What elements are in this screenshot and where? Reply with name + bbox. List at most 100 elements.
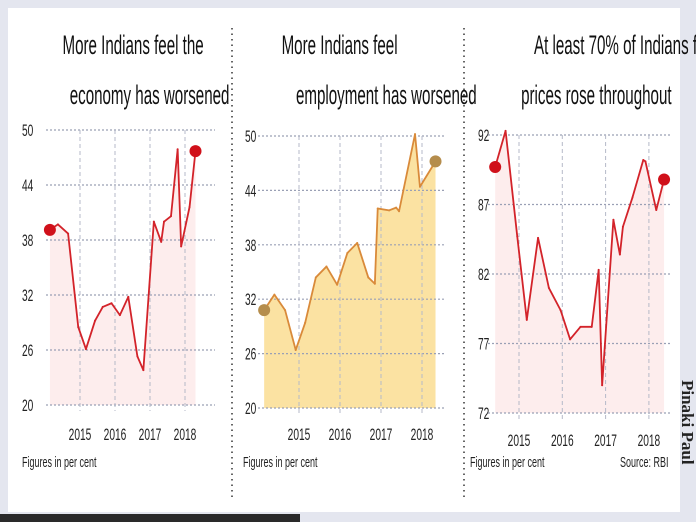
- data-point: [118, 314, 121, 317]
- data-point: [110, 302, 113, 305]
- data-point: [304, 321, 307, 324]
- y-tick-label: 50: [245, 126, 256, 145]
- data-point: [644, 160, 647, 163]
- y-tick-label: 26: [245, 344, 256, 363]
- x-tick-label: 2017: [139, 424, 162, 443]
- data-point: [56, 223, 59, 226]
- x-tick-label: 2018: [411, 424, 434, 443]
- area-fill: [49, 149, 196, 405]
- data-point: [612, 218, 615, 221]
- area-fill: [495, 130, 665, 413]
- data-point: [160, 240, 163, 243]
- data-point: [176, 148, 179, 151]
- data-point: [642, 159, 645, 162]
- data-point: [152, 220, 155, 223]
- data-point: [367, 276, 370, 279]
- data-point: [94, 319, 97, 322]
- data-point: [601, 384, 604, 387]
- source-note: Source: RBI: [620, 454, 669, 471]
- y-tick-label: 44: [22, 175, 33, 194]
- data-point: [356, 241, 359, 244]
- x-tick-label: 2017: [370, 424, 393, 443]
- data-point: [590, 325, 593, 328]
- data-point: [597, 268, 600, 271]
- data-point: [336, 283, 339, 286]
- end-marker: [189, 145, 202, 158]
- x-tick-label: 2016: [104, 424, 127, 443]
- end-marker: [489, 160, 502, 173]
- bottom-strip: [0, 514, 300, 522]
- x-tick-label: 2018: [174, 424, 197, 443]
- chart-1-note: Figures in per cent: [22, 454, 97, 471]
- data-point: [67, 232, 70, 235]
- y-tick-label: 26: [22, 340, 33, 359]
- data-point: [314, 276, 317, 279]
- data-point: [569, 338, 572, 341]
- data-point: [414, 133, 417, 136]
- data-point: [188, 206, 191, 208]
- y-tick-label: 87: [478, 195, 489, 214]
- data-point: [547, 286, 550, 289]
- chart-3-note: Figures in per cent: [470, 454, 545, 471]
- data-point: [346, 251, 349, 254]
- data-point: [84, 348, 87, 351]
- chart-3: 92 87 82 77 72 2015 2016 2017 2018: [478, 125, 672, 450]
- y-tick-label: 82: [478, 264, 489, 283]
- y-tick-label: 32: [245, 289, 256, 308]
- end-marker: [43, 223, 56, 236]
- y-tick-label: 77: [478, 334, 489, 353]
- data-point: [163, 220, 165, 223]
- data-point: [618, 253, 621, 256]
- chart-2-title: More Indians feel employment has worsene…: [225, 20, 477, 120]
- data-point: [398, 210, 401, 213]
- data-point: [376, 207, 379, 210]
- data-point: [101, 305, 104, 308]
- y-tick-label: 38: [22, 230, 33, 249]
- infographic-panel: [8, 8, 680, 512]
- series-line: [49, 148, 197, 372]
- data-point: [77, 326, 80, 329]
- y-tick-label: 38: [245, 235, 256, 254]
- y-tick-label: 92: [478, 125, 489, 144]
- data-point: [388, 209, 391, 212]
- chart-2-note: Figures in per cent: [243, 454, 318, 471]
- data-point: [373, 282, 376, 285]
- x-tick-label: 2016: [551, 430, 574, 449]
- chart-2-title-line-1: More Indians feel: [282, 30, 398, 60]
- data-point: [579, 325, 582, 328]
- chart-2: 50 44 38 32 26 20 2015 2016 2017 2018: [245, 126, 444, 444]
- chart-1-title: More Indians feel the economy has worsen…: [7, 20, 237, 120]
- end-marker: [658, 173, 671, 186]
- data-point: [180, 245, 183, 248]
- x-tick-label: 2017: [594, 430, 617, 449]
- data-point: [142, 369, 145, 372]
- data-point: [621, 225, 624, 228]
- chart-3-title-line-1: At least 70% of Indians feel: [533, 30, 696, 60]
- data-point: [127, 295, 130, 298]
- photo-credit: Pinaki Paul: [678, 380, 696, 465]
- data-point: [170, 215, 172, 218]
- data-point: [525, 318, 528, 321]
- data-point: [516, 235, 519, 238]
- data-point: [294, 348, 297, 351]
- chart-1-title-line-1: More Indians feel the: [62, 30, 204, 60]
- data-point: [273, 293, 276, 296]
- data-point: [655, 209, 658, 212]
- area-fill: [264, 134, 436, 409]
- data-point: [537, 236, 540, 239]
- chart-2-title-line-2: employment has worsened: [295, 80, 477, 110]
- x-tick-label: 2015: [288, 424, 311, 443]
- chart-1-title-line-2: economy has worsened: [69, 80, 230, 110]
- end-marker: [429, 155, 442, 168]
- data-point: [418, 185, 421, 188]
- y-tick-label: 20: [22, 395, 33, 414]
- chart-3-title: At least 70% of Indians feel prices rose…: [462, 20, 696, 120]
- y-tick-label: 72: [478, 403, 489, 422]
- chart-1: 50 44 38 32 26 20 2015 2016 2017 2018: [22, 120, 215, 444]
- data-point: [284, 309, 287, 312]
- x-tick-label: 2016: [329, 424, 352, 443]
- data-point: [395, 206, 398, 209]
- data-point: [136, 355, 139, 358]
- y-tick-label: 32: [22, 285, 33, 304]
